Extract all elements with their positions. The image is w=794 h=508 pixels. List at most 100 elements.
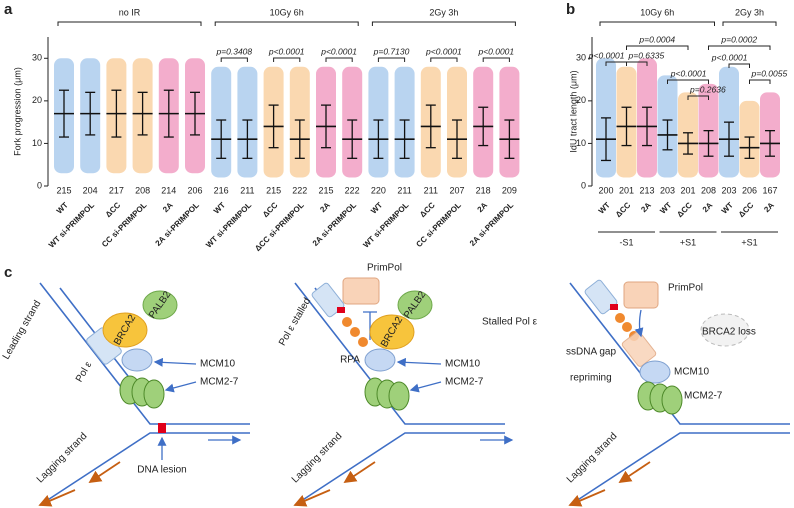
category-label: WT [597,200,612,215]
category-label: ΔCC [614,200,633,219]
treatment-label: +S1 [741,237,757,247]
group-bracket [371,21,516,26]
n-label: 203 [721,185,736,195]
n-label: 200 [598,185,613,195]
arrow [343,461,376,483]
category-label: ΔCC [104,200,123,219]
p-value: p<0.0001 [670,68,707,78]
comparison-bracket [482,57,510,62]
lesion [158,423,166,433]
comparison-bracket [220,57,248,62]
comparison-bracket [430,57,458,62]
n-label: 214 [161,185,176,195]
lesion [610,304,618,310]
n-label: 208 [135,185,150,195]
diagram-step: PrimPol BRCA2 loss Stalled Pol ε ssDNA g… [482,279,790,507]
n-label: 201 [680,185,695,195]
dna-strand [294,282,505,425]
category-label: WT [55,200,70,215]
label: Leading strand [1,299,44,362]
p-value: p=0.0055 [751,68,788,78]
palb2 [142,290,178,320]
p-value: p<0.0001 [588,50,625,60]
comparison-bracket [749,79,771,84]
p-value: p=0.6335 [628,50,665,60]
p-value: p<0.0001 [477,46,514,56]
n-label: 215 [266,185,281,195]
comparison-bracket [626,45,689,50]
label: PrimPol [367,263,402,274]
label: RPA [340,355,360,366]
n-label: 213 [639,185,654,195]
arrow [409,381,442,393]
y-tick-label: 10 [576,138,586,148]
y-axis-title: IdU tract length (μm) [568,70,578,152]
category-label: 2A [762,200,776,214]
category-label: ΔCC [737,200,756,219]
label: MCM2-7 [684,391,723,402]
category-label: ΔCC [675,200,694,219]
y-tick-label: 10 [32,138,42,148]
y-tick-label: 0 [581,180,586,190]
dna-strand [59,287,129,377]
rpa [358,337,368,347]
category-label: WT si-PRIMPOL [361,200,410,249]
group-label: 2Gy 3h [429,7,458,17]
rpa [342,317,352,327]
n-label: 211 [240,185,254,195]
panel-label: c [4,264,12,281]
panel-label: b [566,1,575,18]
n-label: 220 [371,185,386,195]
group-label: no IR [119,7,141,17]
arrow [568,489,606,507]
arrow [153,357,197,367]
mcm10 [364,348,396,372]
p-value: p<0.0001 [320,46,357,56]
label: Pol ε [74,359,95,384]
category-label: WT si-PRIMPOL [47,200,96,249]
label: DNA lesion [137,465,186,476]
primpol [621,331,657,367]
dna-strand [39,432,250,506]
category-label: 2A [639,200,653,214]
diagram-step: PrimPol MCM10 MCM2-7 RPA BRCA2 PALB2 Pol… [277,263,505,507]
n-label: 217 [109,185,124,195]
category-label: 2A [701,200,715,214]
category-label: 2A [161,200,175,214]
comparison-bracket [708,45,771,50]
n-label: 215 [318,185,333,195]
category-label: 2A [476,200,490,214]
rpa [615,313,625,323]
category-label: ΔCC [418,200,437,219]
label: repriming [570,373,612,384]
n-label: 206 [187,185,202,195]
category-label: WT [212,200,227,215]
category-label: CC si-PRIMPOL [100,200,149,249]
comparison-bracket [687,95,709,100]
brca2-loss [700,313,750,347]
label: MCM10 [200,359,235,370]
p-value: p<0.0001 [268,46,305,56]
n-label: 206 [742,185,757,195]
arrow [164,381,197,393]
dna-strand [569,432,790,506]
arrow [396,357,442,367]
category-label: WT [369,200,384,215]
n-label: 208 [701,185,716,195]
dna-strand [569,282,790,425]
mcm [661,385,683,415]
arrow [38,489,76,507]
mcm10 [121,348,153,372]
n-label: 201 [619,185,634,195]
p-value: p=0.7130 [373,46,410,56]
category-label: ΔCC [261,200,280,219]
group-bracket [599,21,715,26]
n-label: 204 [83,185,98,195]
rpa [350,327,360,337]
y-tick-label: 20 [32,95,42,105]
treatment-label: +S1 [680,237,696,247]
comparison-bracket [728,63,750,68]
group-bracket [214,21,359,26]
